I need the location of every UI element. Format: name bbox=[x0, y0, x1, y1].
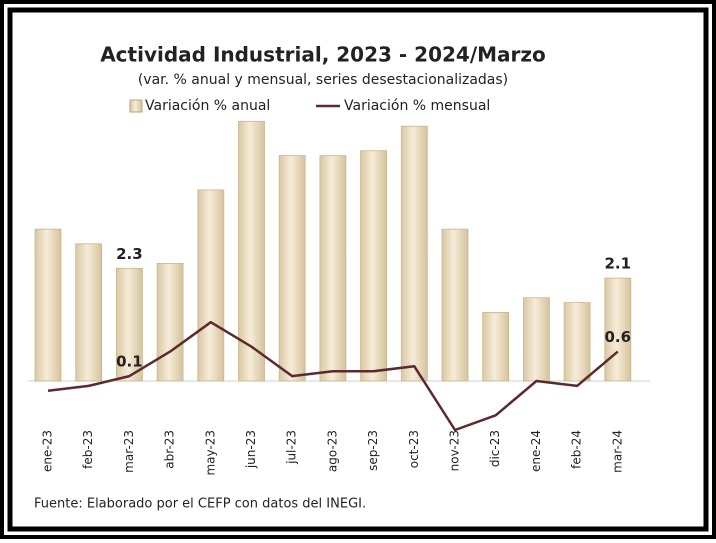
x-tick-label: ago-23 bbox=[325, 430, 339, 472]
bar bbox=[238, 120, 265, 382]
bar bbox=[278, 155, 306, 382]
bar bbox=[319, 155, 347, 382]
line-value-label: 0.1 bbox=[116, 353, 143, 371]
x-tick-label: jun-23 bbox=[244, 430, 258, 469]
bar bbox=[116, 267, 143, 382]
bar bbox=[523, 297, 550, 382]
x-tick-label: dic-23 bbox=[488, 430, 502, 467]
line-value-label: 0.6 bbox=[605, 328, 632, 346]
bar bbox=[360, 150, 388, 382]
x-tick-label: mar-24 bbox=[610, 430, 624, 473]
x-tick-label: sep-23 bbox=[366, 430, 380, 471]
legend-label: Variación % anual bbox=[145, 98, 270, 114]
line bbox=[47, 320, 619, 432]
bar bbox=[75, 243, 103, 382]
bar-value-label: 2.3 bbox=[116, 245, 143, 263]
x-tick-label: ene-23 bbox=[41, 430, 55, 472]
chart-title: Actividad Industrial, 2023 - 2024/Marzo bbox=[100, 43, 546, 67]
x-tick-label: ene-24 bbox=[529, 430, 543, 472]
bar bbox=[34, 228, 62, 382]
x-tick-label: may-23 bbox=[203, 430, 217, 476]
bar bbox=[604, 277, 632, 382]
bar bbox=[197, 189, 225, 382]
legend-label: Variación % mensual bbox=[344, 98, 490, 114]
x-tick-label: mar-23 bbox=[122, 430, 136, 473]
x-tick-label: feb-24 bbox=[570, 430, 584, 469]
legend-swatch bbox=[129, 99, 143, 113]
bar bbox=[156, 262, 184, 382]
chart-subtitle: (var. % anual y mensual, series desestac… bbox=[138, 72, 508, 88]
bar bbox=[563, 302, 591, 382]
x-tick-label: feb-23 bbox=[81, 430, 95, 469]
x-tick-label: jul-23 bbox=[285, 430, 299, 465]
bar bbox=[482, 311, 510, 382]
x-tick-label: oct-23 bbox=[407, 430, 421, 468]
bar bbox=[400, 125, 428, 382]
bar bbox=[441, 228, 469, 382]
bar-value-label: 2.1 bbox=[605, 255, 632, 273]
x-tick-label: nov-23 bbox=[448, 430, 462, 471]
x-tick-label: abr-23 bbox=[163, 430, 177, 469]
footnote: Fuente: Elaborado por el CEFP con datos … bbox=[34, 497, 366, 512]
